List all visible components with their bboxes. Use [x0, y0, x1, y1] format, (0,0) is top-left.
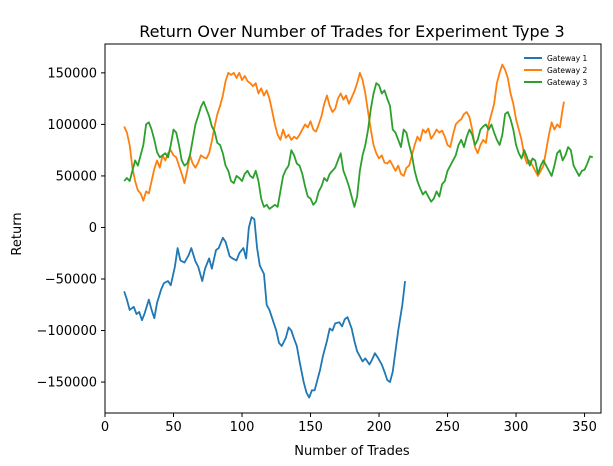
legend-item-gateway-3: Gateway 3	[524, 78, 588, 87]
y-axis-label: Return	[10, 212, 25, 255]
x-tick-label: 350	[572, 420, 597, 435]
x-tick-label: 0	[101, 420, 109, 435]
y-axis-ticks: −150000 −100000 −50000 0 50000 100000 150000	[36, 66, 105, 391]
legend: Gateway 1 Gateway 2 Gateway 3	[518, 49, 596, 91]
x-tick-label: 200	[367, 420, 392, 435]
legend-item-gateway-1: Gateway 1	[524, 54, 588, 63]
y-tick-label: 100000	[47, 118, 97, 133]
legend-item-gateway-2: Gateway 2	[524, 66, 588, 75]
legend-label-gateway-1: Gateway 1	[547, 54, 588, 63]
legend-label-gateway-2: Gateway 2	[547, 66, 588, 75]
x-tick-label: 150	[298, 420, 323, 435]
x-tick-label: 250	[435, 420, 460, 435]
x-axis-label: Number of Trades	[294, 444, 410, 459]
y-tick-label: 150000	[47, 66, 97, 81]
y-tick-label: −50000	[45, 273, 97, 288]
series-layer	[123, 63, 594, 399]
y-tick-label: −150000	[36, 376, 97, 391]
x-tick-label: 300	[504, 420, 529, 435]
x-tick-label: 100	[230, 420, 255, 435]
plot-frame	[104, 43, 602, 414]
y-tick-label: 0	[89, 221, 97, 236]
legend-label-gateway-3: Gateway 3	[547, 78, 588, 87]
plot-area: 0 50 100 150 200 250 300 350 −150000 −100000 −500…	[36, 43, 602, 435]
y-tick-label: 50000	[56, 169, 97, 184]
x-axis-ticks: 0 50 100 150 200 250 300 350	[101, 413, 597, 435]
x-tick-label: 50	[165, 420, 182, 435]
series-line-gateway-2	[123, 63, 565, 202]
chart-title: Return Over Number of Trades for Experim…	[139, 22, 564, 41]
y-tick-label: −100000	[36, 324, 97, 339]
series-line-gateway-1	[123, 216, 406, 399]
series-line-gateway-3	[123, 82, 594, 210]
